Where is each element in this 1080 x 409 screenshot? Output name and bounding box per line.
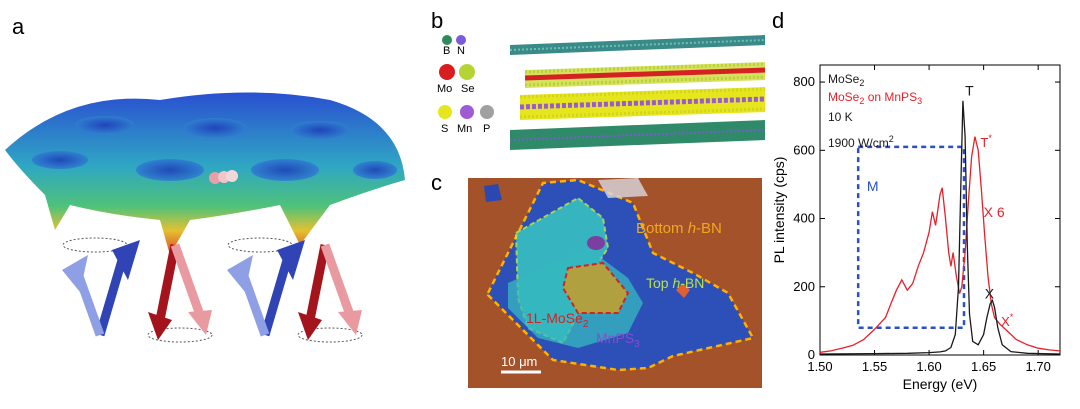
atom-label-se: Se: [461, 83, 474, 95]
panel-label-d: d: [772, 8, 785, 33]
atom-mo-icon: [439, 64, 455, 80]
layer-mnps3: [519, 87, 766, 120]
panel-label-c: c: [431, 170, 442, 195]
atom-label-s: S: [441, 123, 448, 135]
potential-surface: [5, 92, 405, 255]
plot-frame: [819, 64, 1061, 356]
x-tick-label: 1.60: [916, 359, 941, 374]
atom-label-b: B: [443, 45, 450, 57]
legend-mose2-on-mnps3: MoSe2 on MnPS3: [828, 90, 922, 106]
mose2-flake: [561, 261, 630, 314]
atom-n-icon: [456, 35, 466, 45]
label-mose2: 1L-MoSe2: [526, 310, 589, 330]
peak-label-X: X: [985, 286, 995, 302]
panel-c-microscope-image: Bottom h-BN Top h-BN 1L-MoSe2 MnPS3 10 μ…: [468, 178, 762, 388]
legend-temperature: 10 K: [828, 110, 853, 124]
peak-label-T: T: [965, 83, 974, 99]
heterostructure-layers: B N Mo Se S Mn P: [437, 35, 766, 150]
series-line-mose2: [819, 100, 1061, 355]
scale-factor-label: X 6: [984, 204, 1005, 220]
atom-legend: B N Mo Se S Mn P: [437, 35, 494, 135]
atom-label-mn: Mn: [457, 123, 472, 135]
panel-label-a: a: [12, 14, 25, 39]
magnification-box: [856, 145, 966, 329]
x-tick-label: 1.55: [862, 359, 887, 374]
spin-arrow-red-2: [297, 243, 363, 343]
y-tick-label: 800: [793, 74, 815, 89]
atom-mn-icon: [460, 105, 474, 119]
y-tick-label: 200: [793, 279, 815, 294]
spin-arrow-blue-2: [227, 237, 305, 337]
atom-label-mo: Mo: [437, 83, 452, 95]
y-axis-label: PL intensity (cps): [771, 157, 787, 264]
label-bottom-hbn: Bottom h-BN: [636, 220, 722, 237]
box-label-M: M: [867, 178, 879, 194]
layer-bottom-hbn: [509, 120, 766, 150]
label-top-hbn: Top h-BN: [646, 275, 705, 291]
layer-top-hbn: [509, 35, 766, 55]
panel-b-illustration: B N Mo Se S Mn P: [435, 30, 770, 170]
legend-mose2: MoSe2: [828, 72, 864, 88]
atom-s-icon: [438, 105, 452, 119]
legend-power: 1900 W/cm2: [828, 134, 894, 150]
label-mnps3: MnPS3: [596, 330, 640, 350]
atom-p-icon: [480, 105, 494, 119]
peak-label-T-star: T*: [980, 133, 992, 150]
spin-arrow-red-1: [147, 243, 213, 343]
pl-spectrum-chart: 1.50 1.55 1.60 1.65 1.70 0 200 400 600 800 Energy …: [771, 64, 1061, 392]
peak-label-X-star: X*: [1001, 312, 1014, 329]
x-tick-label: 1.70: [1026, 359, 1051, 374]
x-tick-label: 1.50: [807, 359, 832, 374]
series-line-mose2-on-mnps3: [819, 136, 1061, 353]
panel-a-illustration: [0, 30, 420, 390]
scale-bar-label: 10 μm: [501, 354, 538, 369]
atom-se-icon: [459, 64, 475, 80]
atom-label-n: N: [457, 45, 465, 57]
potential-landscape-figure: [5, 92, 405, 343]
x-tick-label: 1.65: [971, 359, 996, 374]
atom-label-p: P: [483, 123, 490, 135]
panel-label-b: b: [431, 8, 444, 33]
spin-arrow-blue-1: [62, 237, 140, 337]
y-tick-label: 600: [793, 142, 815, 157]
layer-mose2: [524, 62, 766, 88]
panel-d-chart: 1.50 1.55 1.60 1.65 1.70 0 200 400 600 800 Energy …: [770, 20, 1078, 404]
exciton-particle: [209, 172, 221, 184]
atom-b-icon: [442, 35, 452, 45]
y-tick-label: 0: [808, 347, 815, 362]
x-axis-label: Energy (eV): [903, 376, 978, 392]
y-tick-label: 400: [793, 211, 815, 226]
